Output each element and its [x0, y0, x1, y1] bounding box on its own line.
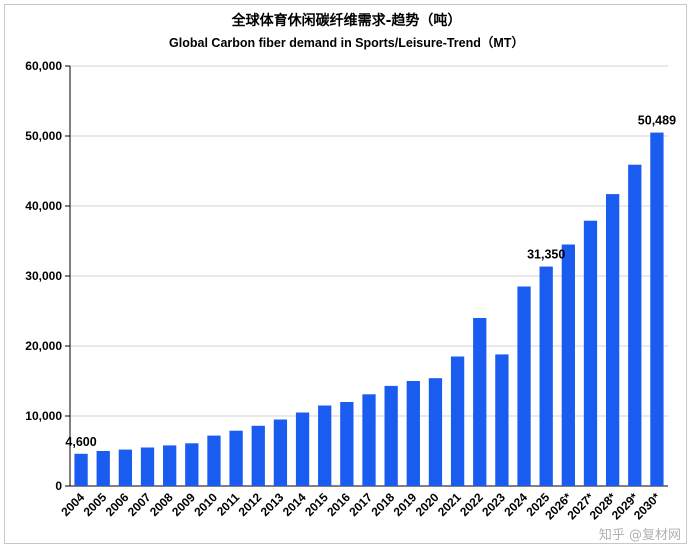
bar	[495, 354, 509, 486]
y-tick-label: 30,000	[25, 269, 62, 283]
chart-title: 全球体育休闲碳纤维需求-趋势（吨）	[231, 13, 462, 29]
x-tick-label: 2004	[58, 490, 87, 519]
x-tick-label: 2012	[236, 490, 265, 519]
data-label: 4,600	[65, 435, 96, 449]
bar	[251, 425, 265, 486]
bar	[140, 447, 155, 486]
x-tick-label: 2023	[479, 490, 508, 519]
x-tick-label: 2020	[413, 490, 442, 519]
x-tick-label: 2007	[125, 490, 154, 519]
x-tick-label: 2024	[501, 490, 530, 519]
bar	[362, 394, 376, 486]
bar	[340, 402, 354, 486]
bar	[295, 412, 310, 486]
bar	[118, 449, 133, 486]
bar	[473, 318, 487, 486]
bar	[163, 445, 177, 486]
bar	[628, 164, 642, 486]
x-tick-label: 2014	[280, 490, 309, 519]
x-tick-label: 2022	[457, 490, 486, 519]
y-tick-label: 20,000	[25, 339, 62, 353]
x-tick-label: 2010	[191, 490, 220, 519]
x-tick-label: 2011	[214, 490, 243, 519]
x-tick-label: 2016	[324, 490, 353, 519]
bar	[517, 286, 531, 486]
bar	[318, 405, 332, 486]
bar	[207, 435, 221, 486]
bar	[428, 378, 443, 486]
bar	[229, 430, 243, 486]
x-tick-label: 2021	[435, 490, 464, 519]
watermark: 知乎 @复材网	[598, 528, 681, 543]
y-tick-label: 40,000	[25, 199, 62, 213]
bar	[583, 220, 598, 486]
x-tick-label: 2013	[258, 490, 287, 519]
bar	[185, 443, 199, 486]
bar	[650, 132, 664, 486]
x-tick-label: 2005	[81, 490, 110, 519]
bar	[74, 453, 88, 486]
x-tick-label: 2006	[103, 490, 132, 519]
y-tick-label: 10,000	[25, 409, 62, 423]
y-tick-label: 50,000	[25, 129, 62, 143]
bar	[406, 381, 420, 486]
data-label: 31,350	[527, 248, 565, 262]
x-tick-label: 2009	[169, 490, 198, 519]
x-tick-label: 2017	[346, 490, 375, 519]
bar	[561, 244, 575, 486]
x-tick-label: 2030*	[631, 490, 663, 522]
data-label: 50,489	[638, 114, 676, 128]
x-tick-label: 2008	[147, 490, 176, 519]
chart-subtitle: Global Carbon fiber demand in Sports/Lei…	[169, 36, 524, 50]
bar	[605, 194, 620, 486]
y-tick-label: 60,000	[25, 59, 62, 73]
bar	[539, 266, 553, 486]
bar	[96, 451, 110, 486]
x-tick-label: 2018	[368, 490, 397, 519]
bar	[273, 419, 288, 486]
x-tick-label: 2015	[302, 490, 331, 519]
bar	[384, 385, 398, 486]
y-tick-label: 0	[55, 479, 62, 493]
x-tick-label: 2019	[391, 490, 420, 519]
bar	[450, 356, 465, 486]
